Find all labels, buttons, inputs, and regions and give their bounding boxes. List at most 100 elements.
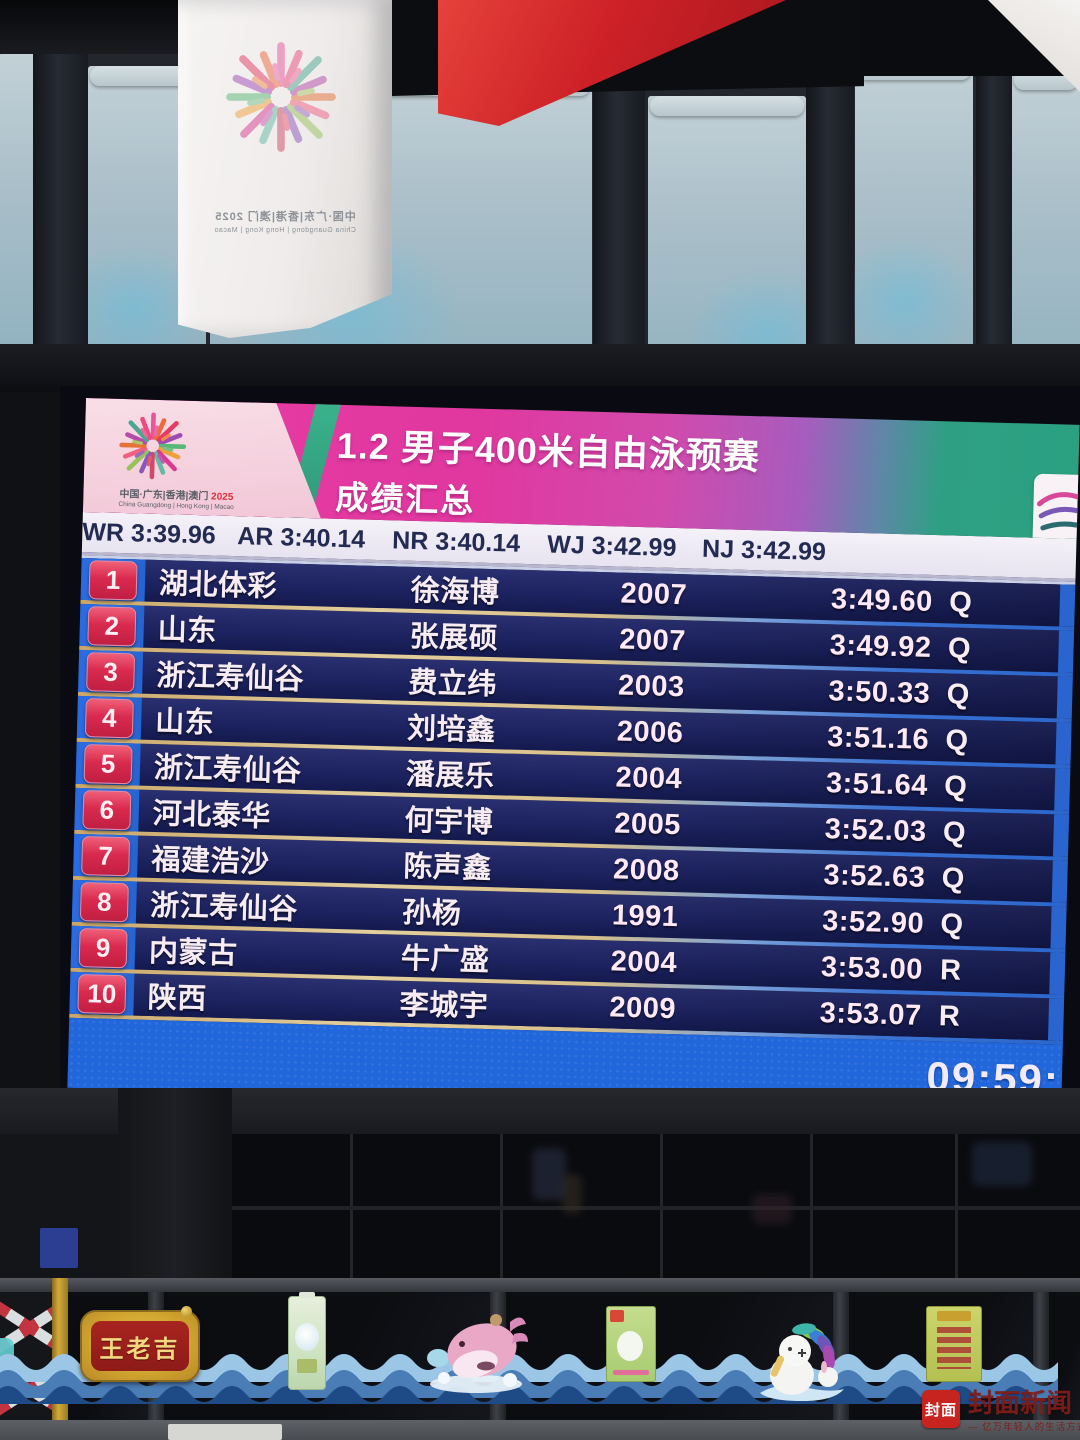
birth-year-cell: 2007 [618,623,687,657]
team-cell: 河北泰华 [152,797,272,834]
roller-screen [1012,70,1080,376]
result-time-cell: 3:53.00 [820,950,924,986]
result-time-cell: 3:51.16 [826,720,930,756]
rank-cell: 1 [80,557,146,602]
roller-screen [835,60,975,376]
athlete-name-cell: 徐海博 [410,574,500,610]
record-value: 3:40.14 [434,527,521,558]
birth-year-cell: 2003 [617,669,686,703]
scoreboard-top-frame [0,344,1080,392]
athlete-name-cell: 李城宇 [399,988,489,1024]
rank-cell: 2 [79,603,145,648]
time-of-day-clock: 09:59: [925,1052,1061,1088]
team-cell: 浙江寿仙谷 [153,751,302,788]
athlete-name-cell: 孙杨 [401,896,462,931]
rank-badge: 2 [87,605,137,646]
record-entry: AR 3:40.14 [237,522,393,555]
rank-cell: 6 [74,787,140,832]
record-label: WR [82,517,125,547]
record-entry: NR 3:40.14 [392,526,548,559]
concrete-ledge [0,1420,1080,1440]
team-cell: 陕西 [147,981,208,1016]
rank-badge: 8 [79,881,129,922]
qualification-cell: Q [948,585,973,619]
birth-year-cell: 2009 [609,990,677,1025]
result-time-cell: 3:52.03 [824,812,928,848]
record-label: NR [391,525,429,555]
rank-badge: 3 [86,651,136,692]
covernews-name: 封面新闻 [968,1388,1073,1418]
rank-badge: 7 [81,835,131,876]
beverage-carton-sticker [288,1292,326,1390]
result-time-cell: 3:52.63 [823,858,926,894]
record-value: 3:42.99 [740,535,827,566]
team-cell: 湖北体彩 [158,568,278,604]
qualification-cell: R [938,999,961,1033]
birth-year-cell: 1991 [611,898,679,933]
glass-curtain-wall [232,1134,1080,1278]
birth-year-cell: 2007 [620,577,688,611]
covernews-badge: 封面 [922,1390,960,1428]
record-entry: NJ 3:42.99 [702,534,858,567]
team-cell: 山东 [154,705,215,740]
birth-year-cell: 2008 [612,852,681,887]
national-games-flag: 中国·广东|香港|澳门 2025 China Guangdong | Hong … [178,0,392,338]
record-entry: WR 3:39.96 [82,517,238,550]
rank-badge: 9 [78,927,128,968]
rank-badge: 10 [77,973,127,1014]
athlete-name-cell: 何宇博 [404,804,494,840]
light-object [168,1424,282,1440]
row-right-strip [1055,722,1072,765]
qualification-cell: Q [946,677,971,711]
result-time-cell: 3:53.07 [819,996,923,1032]
birth-year-cell: 2006 [616,714,684,749]
record-value: 3:39.96 [130,518,217,550]
results-table: 1 湖北体彩 徐海博 2007 3:49.60 Q [69,554,1076,1045]
record-label: NJ [701,534,735,564]
athlete-name-cell: 费立纬 [407,666,498,702]
national-games-logo-mirrored [212,28,350,166]
led-screen-content: 中国·广东|香港|澳门 2025 China Guangdong | Hong … [67,398,1080,1088]
flag-logo-text: 中国·广东|香港|澳门 2025 China Guangdong | Hong … [214,211,356,234]
team-cell: 内蒙古 [148,935,238,971]
record-label: AR [236,521,274,551]
venue-upper-structure: 中国·广东|香港|澳门 2025 China Guangdong | Hong … [0,0,1080,406]
qualification-cell: Q [942,815,967,849]
barrier-top-rail [0,1278,1080,1292]
roller-screen [0,52,34,348]
rank-cell: 7 [73,833,139,878]
rank-badge: 5 [83,743,133,784]
team-cell: 福建浩沙 [151,843,270,880]
result-time-cell: 3:52.90 [821,904,925,940]
result-time-cell: 3:50.33 [828,674,931,710]
national-games-logo [110,403,196,489]
rank-cell: 5 [75,741,141,786]
result-time-cell: 3:49.92 [829,628,932,664]
roller-screen [648,96,848,406]
covernews-watermark: 封面 封面新闻 — 亿万年轻人的生活方式 — [922,1390,1080,1436]
team-cell: 山东 [157,614,218,648]
athlete-name-cell: 张展硕 [409,620,499,656]
rank-cell: 9 [70,925,136,970]
athlete-name-cell: 潘展乐 [405,758,495,794]
rank-cell: 10 [69,971,135,1016]
poolside-barrier: 王老吉 [0,1278,1080,1440]
rank-cell: 8 [71,879,137,924]
row-right-strip [1049,952,1066,995]
qualification-cell: Q [943,769,968,803]
green-herbal-sign [926,1306,982,1382]
pillar [33,0,88,392]
rank-cell: 4 [76,695,142,740]
rank-badge: 1 [88,559,138,600]
wanglaoji-sign: 王老吉 [80,1306,200,1382]
logo-caption: 中国·广东|香港|澳门 2025 China Guangdong | Hong … [118,488,234,512]
birth-year-cell: 2004 [610,944,678,979]
glass-rail [232,1206,1080,1210]
team-cell: 浙江寿仙谷 [149,889,299,926]
athlete-name-cell: 陈声鑫 [403,850,493,886]
event-subtitle: 成绩汇总 [334,478,476,520]
team-cell: 浙江寿仙谷 [156,660,305,696]
record-value: 3:42.99 [591,531,677,562]
athlete-name-cell: 牛广盛 [400,942,490,978]
